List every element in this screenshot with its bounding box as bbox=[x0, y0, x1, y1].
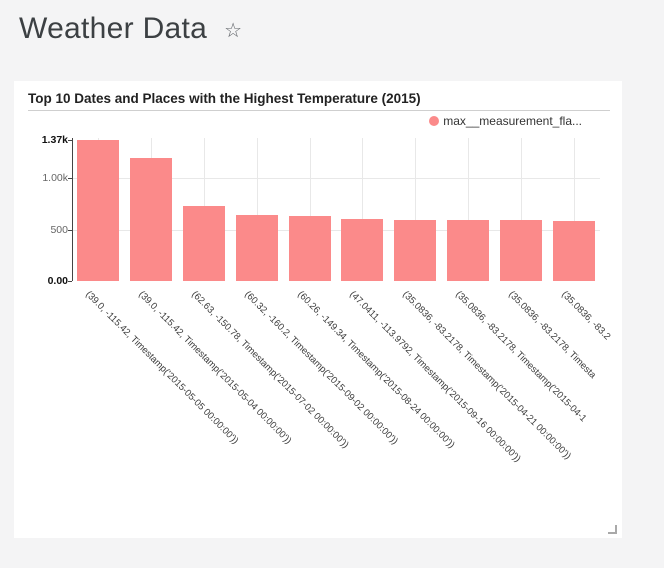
gridline-vertical bbox=[309, 138, 311, 281]
y-tick-label: 1.00k bbox=[42, 172, 68, 185]
bar[interactable] bbox=[499, 220, 542, 281]
favorite-star-icon[interactable]: ☆ bbox=[224, 20, 243, 42]
bar[interactable] bbox=[341, 219, 384, 281]
bar[interactable] bbox=[552, 220, 595, 281]
bar[interactable] bbox=[447, 220, 489, 281]
x-tick-label: (35.0836, -83.2178, Timesta bbox=[506, 289, 598, 381]
bar[interactable] bbox=[183, 205, 225, 281]
dashboard-header: Weather Data ☆ bbox=[19, 12, 242, 46]
gridline-horizontal bbox=[72, 229, 600, 231]
bar[interactable] bbox=[77, 140, 120, 281]
legend-label: max__measurement_fla... bbox=[443, 114, 582, 128]
gridline-vertical bbox=[468, 138, 469, 281]
y-axis-line bbox=[72, 138, 73, 281]
gridline-horizontal bbox=[72, 178, 600, 180]
x-tick-label: (35.0836, -83.2 bbox=[558, 289, 613, 343]
chart-legend[interactable]: max__measurement_fla... bbox=[429, 114, 582, 128]
chart-title: Top 10 Dates and Places with the Highest… bbox=[28, 91, 421, 106]
bar[interactable] bbox=[288, 215, 331, 281]
resize-handle-icon[interactable] bbox=[608, 525, 617, 534]
gridline-vertical bbox=[573, 138, 575, 281]
y-tick-label: 500 bbox=[50, 223, 68, 236]
gridline-vertical bbox=[256, 138, 258, 281]
y-axis-tick bbox=[68, 229, 72, 231]
y-axis-tick bbox=[68, 140, 72, 141]
gridline-vertical bbox=[362, 138, 364, 281]
y-tick-label: 1.37k bbox=[41, 134, 68, 146]
bar-chart: 0.00 500 1.00k 1.37k (39.0, -115.42, Timesta… bbox=[14, 81, 622, 538]
legend-marker-icon bbox=[429, 116, 440, 126]
y-tick-label: 0.00 bbox=[47, 275, 68, 287]
y-axis-tick bbox=[68, 281, 72, 282]
gridline-vertical bbox=[415, 138, 417, 281]
title-divider bbox=[28, 110, 610, 111]
page-title: Weather Data bbox=[19, 12, 208, 45]
bar[interactable] bbox=[235, 215, 278, 281]
y-axis-tick bbox=[68, 178, 72, 180]
chart-card: Top 10 Dates and Places with the Highest… bbox=[14, 81, 622, 538]
bar[interactable] bbox=[394, 220, 437, 281]
gridline-vertical bbox=[520, 138, 522, 281]
bar[interactable] bbox=[130, 157, 173, 281]
x-tick-label: (47.0411, -113.9792, Timestamp('2015-09-… bbox=[347, 289, 524, 465]
